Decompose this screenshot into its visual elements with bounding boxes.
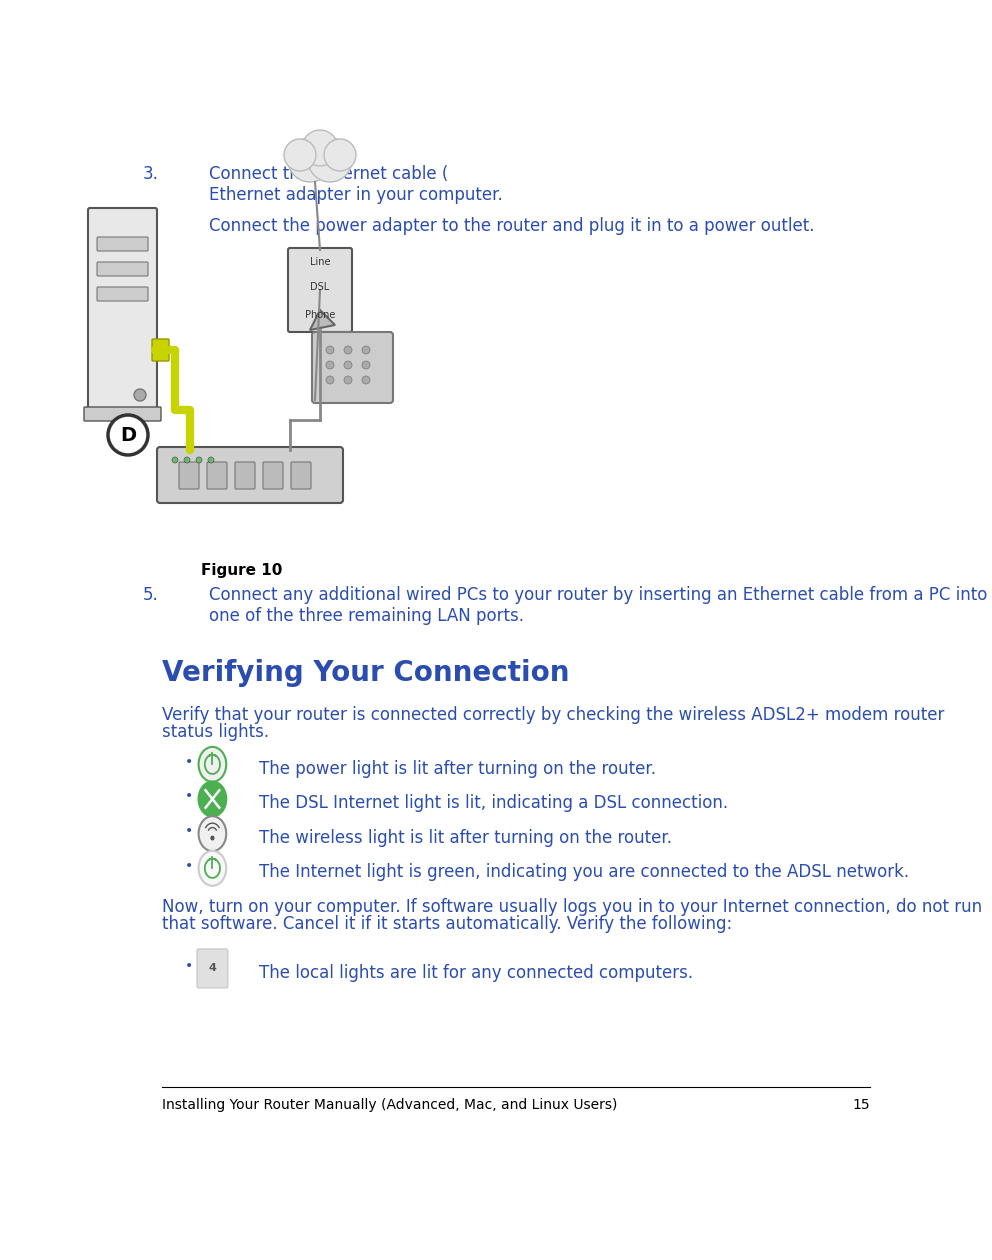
Text: 15: 15 <box>852 1099 870 1113</box>
Circle shape <box>362 362 370 369</box>
Circle shape <box>198 816 226 850</box>
Circle shape <box>208 457 214 462</box>
FancyBboxPatch shape <box>88 208 157 412</box>
Circle shape <box>308 139 352 181</box>
Text: •: • <box>186 755 193 769</box>
Circle shape <box>198 747 226 781</box>
Circle shape <box>324 139 356 171</box>
Circle shape <box>326 346 334 354</box>
Text: 3.: 3. <box>143 165 159 183</box>
Circle shape <box>284 139 316 171</box>
FancyBboxPatch shape <box>197 949 228 988</box>
FancyBboxPatch shape <box>97 287 148 301</box>
Circle shape <box>344 375 352 384</box>
Text: 4.: 4. <box>143 217 159 234</box>
Text: Ethernet adapter in your computer.: Ethernet adapter in your computer. <box>208 186 502 204</box>
Text: The DSL Internet light is lit, indicating a DSL connection.: The DSL Internet light is lit, indicatin… <box>259 794 728 813</box>
Text: Verifying Your Connection: Verifying Your Connection <box>163 659 570 688</box>
Text: •: • <box>186 858 193 873</box>
FancyBboxPatch shape <box>152 339 169 362</box>
FancyBboxPatch shape <box>235 462 255 489</box>
Circle shape <box>196 457 202 462</box>
Text: The local lights are lit for any connected computers.: The local lights are lit for any connect… <box>259 964 692 982</box>
Text: •: • <box>186 959 193 973</box>
Circle shape <box>108 415 148 455</box>
Text: •: • <box>186 789 193 804</box>
Text: Line: Line <box>310 257 330 267</box>
Text: The Internet light is green, indicating you are connected to the ADSL network.: The Internet light is green, indicating … <box>259 863 909 882</box>
Circle shape <box>288 139 332 181</box>
Polygon shape <box>310 310 335 330</box>
FancyBboxPatch shape <box>207 462 227 489</box>
Circle shape <box>362 375 370 384</box>
Text: D: D <box>120 426 136 445</box>
Circle shape <box>184 457 190 462</box>
Circle shape <box>344 362 352 369</box>
Circle shape <box>344 346 352 354</box>
FancyBboxPatch shape <box>288 248 352 331</box>
Circle shape <box>211 837 214 839</box>
Circle shape <box>172 457 178 462</box>
FancyBboxPatch shape <box>291 462 311 489</box>
Text: Now, turn on your computer. If software usually logs you in to your Internet con: Now, turn on your computer. If software … <box>163 898 982 916</box>
Text: Phone: Phone <box>305 310 335 320</box>
Text: Verify that your router is connected correctly by checking the wireless ADSL2+ m: Verify that your router is connected cor… <box>163 706 944 723</box>
FancyBboxPatch shape <box>84 407 161 421</box>
Circle shape <box>198 781 226 816</box>
Text: Installing Your Router Manually (Advanced, Mac, and Linux Users): Installing Your Router Manually (Advance… <box>163 1099 618 1113</box>
Circle shape <box>302 130 338 166</box>
Text: status lights.: status lights. <box>163 722 270 741</box>
Text: The power light is lit after turning on the router.: The power light is lit after turning on … <box>259 760 656 777</box>
Text: Connect any additional wired PCs to your router by inserting an Ethernet cable f: Connect any additional wired PCs to your… <box>208 586 987 625</box>
FancyBboxPatch shape <box>97 262 148 276</box>
FancyBboxPatch shape <box>263 462 283 489</box>
Text: that software. Cancel it if it starts automatically. Verify the following:: that software. Cancel it if it starts au… <box>163 915 733 934</box>
FancyBboxPatch shape <box>179 462 199 489</box>
Text: •: • <box>186 824 193 838</box>
Circle shape <box>326 362 334 369</box>
Text: Connect the power adapter to the router and plug it in to a power outlet.: Connect the power adapter to the router … <box>208 217 814 234</box>
Text: 4: 4 <box>208 964 216 974</box>
Circle shape <box>198 850 226 886</box>
Text: DSL: DSL <box>310 282 329 292</box>
FancyBboxPatch shape <box>312 331 393 403</box>
Text: Figure 10: Figure 10 <box>200 563 283 578</box>
Text: 5.: 5. <box>143 586 159 605</box>
Text: Connect the Ethernet cable (: Connect the Ethernet cable ( <box>208 165 447 183</box>
Circle shape <box>362 346 370 354</box>
Text: The wireless light is lit after turning on the router.: The wireless light is lit after turning … <box>259 829 672 847</box>
FancyBboxPatch shape <box>97 237 148 251</box>
FancyBboxPatch shape <box>157 447 343 503</box>
Circle shape <box>326 375 334 384</box>
Circle shape <box>134 389 146 401</box>
